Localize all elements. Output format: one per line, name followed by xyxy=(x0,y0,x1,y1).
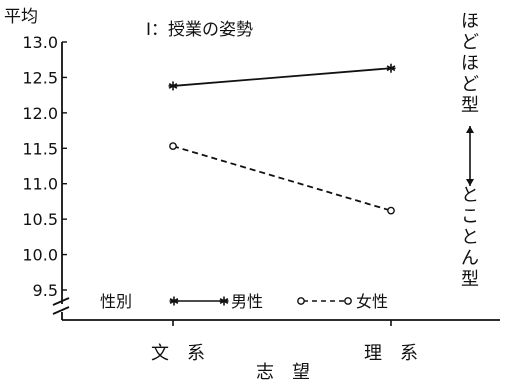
legend-marker-male xyxy=(169,296,229,306)
axis-break-mark xyxy=(52,306,70,315)
series-group xyxy=(168,63,396,215)
x-axis-label: 志 望 xyxy=(256,362,310,382)
y-tick-label: 10.0 xyxy=(22,246,58,265)
annotation-bottom-text: とことん型 xyxy=(461,185,479,290)
legend-title: 性別 xyxy=(100,292,132,311)
chart-title: I：授業の姿勢 xyxy=(146,20,253,40)
y-ticks: 13.0 12.5 12.0 11.5 11.0 10.5 10.0 9.5 xyxy=(22,33,67,300)
y-tick-label: 13.0 xyxy=(22,33,58,52)
legend-marker-female xyxy=(297,297,352,305)
legend-point-male xyxy=(219,296,229,306)
arrow-head-down xyxy=(466,179,474,186)
data-point-male-0 xyxy=(168,81,178,91)
y-tick-label: 12.5 xyxy=(22,68,58,87)
x-tick-label-humanities: 文 系 xyxy=(151,343,205,364)
y-axis-label: 平均 xyxy=(4,7,38,27)
legend-point-female xyxy=(344,297,352,305)
y-tick-label: 11.0 xyxy=(22,175,58,194)
double-arrow-icon xyxy=(466,126,474,186)
legend-label-male: 男性 xyxy=(231,292,263,311)
annotation-top-text: ほどほど型 xyxy=(461,11,479,116)
arrow-head-up xyxy=(466,126,474,133)
legend-point-male xyxy=(169,296,179,306)
data-point-female-1 xyxy=(387,206,395,215)
legend-point-female xyxy=(297,297,305,305)
data-point-female-0 xyxy=(169,142,177,151)
axes xyxy=(52,42,500,326)
y-tick-label: 10.5 xyxy=(22,210,58,229)
annotation-bottom: とことん型 xyxy=(461,185,479,290)
series-line-male xyxy=(172,67,392,87)
axis-break-mark xyxy=(52,297,70,306)
series-line-female xyxy=(172,145,392,212)
y-tick-label: 11.5 xyxy=(22,139,58,158)
y-tick-label: 12.0 xyxy=(22,104,58,123)
annotation-top: ほどほど型 xyxy=(461,11,479,116)
y-tick-label: 9.5 xyxy=(33,281,58,300)
legend-label-female: 女性 xyxy=(356,292,388,311)
data-point-male-1 xyxy=(386,63,396,73)
x-tick-label-science: 理 系 xyxy=(364,343,418,364)
